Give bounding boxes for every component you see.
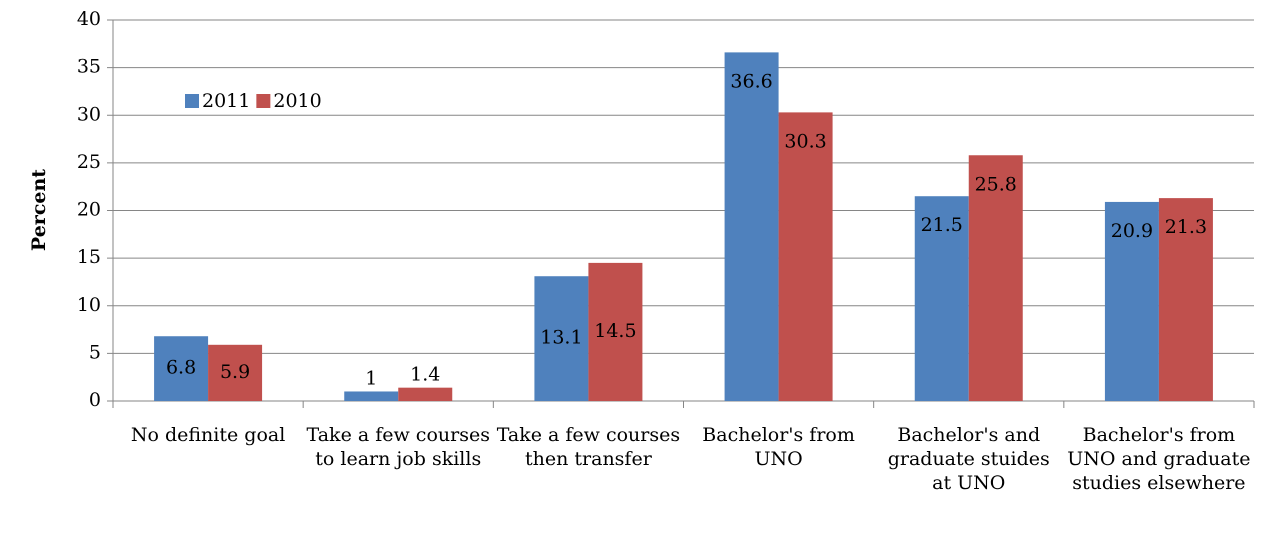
data-label: 25.8 bbox=[975, 173, 1017, 195]
legend-label: 2011 bbox=[202, 90, 250, 112]
y-tick-label: 0 bbox=[89, 389, 101, 411]
bar bbox=[778, 112, 833, 401]
y-tick-label: 10 bbox=[77, 294, 101, 316]
y-tick-label: 25 bbox=[77, 151, 101, 173]
data-label: 5.9 bbox=[220, 361, 250, 383]
y-axis-label: Percent bbox=[28, 169, 50, 251]
bar bbox=[154, 336, 209, 401]
legend-swatch bbox=[185, 94, 199, 108]
y-tick-label: 30 bbox=[77, 103, 101, 125]
data-label: 6.8 bbox=[166, 357, 196, 379]
y-tick-label: 35 bbox=[77, 56, 101, 78]
bar bbox=[968, 155, 1023, 401]
bar bbox=[914, 196, 969, 401]
data-label: 13.1 bbox=[540, 327, 582, 349]
y-tick-label: 20 bbox=[77, 199, 101, 221]
bar bbox=[398, 387, 453, 401]
bar bbox=[724, 52, 779, 401]
y-tick-label: 40 bbox=[77, 8, 101, 30]
data-label: 1.4 bbox=[410, 364, 440, 386]
bar bbox=[1104, 201, 1159, 401]
legend-label: 2010 bbox=[273, 90, 321, 112]
bar bbox=[208, 344, 263, 401]
data-label: 1 bbox=[365, 367, 377, 389]
x-tick-label: No definite goal bbox=[130, 424, 286, 446]
bar bbox=[344, 391, 399, 401]
data-label: 36.6 bbox=[730, 70, 772, 92]
data-label: 20.9 bbox=[1111, 220, 1153, 242]
x-tick-label: Bachelor's from UNO and graduate studies… bbox=[1067, 424, 1251, 494]
y-tick-label: 5 bbox=[89, 341, 101, 363]
x-tick-label: Bachelor's and graduate stuides at UNO bbox=[887, 424, 1050, 494]
legend-swatch bbox=[256, 94, 271, 108]
data-label: 14.5 bbox=[594, 320, 636, 342]
data-label: 21.5 bbox=[921, 214, 963, 236]
data-label: 21.3 bbox=[1165, 216, 1207, 238]
x-tick-label: Take a few courses then transfer bbox=[496, 424, 681, 470]
bar bbox=[588, 262, 643, 401]
x-tick-label: Take a few courses to learn job skills bbox=[306, 424, 490, 470]
bar bbox=[534, 276, 589, 401]
data-label: 30.3 bbox=[784, 130, 826, 152]
bar bbox=[1158, 198, 1213, 401]
y-tick-label: 15 bbox=[77, 246, 101, 268]
x-tick-label: Bachelor's from UNO bbox=[702, 424, 855, 470]
